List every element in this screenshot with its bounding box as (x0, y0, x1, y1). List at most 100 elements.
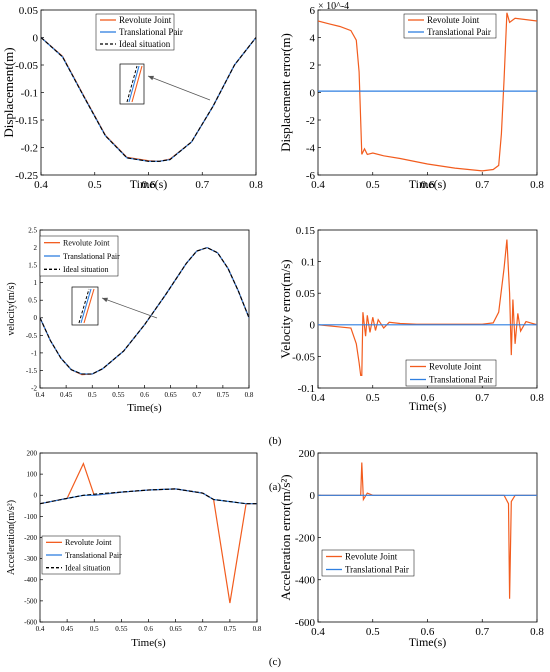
y-tick-label: -500 (24, 597, 37, 605)
legend-entry: Ideal situation (119, 39, 171, 49)
legend-entry: Revolute Joint (65, 538, 112, 547)
x-tick-label: 0.4 (34, 179, 48, 191)
y-tick-label: 0.05 (296, 288, 316, 300)
y-axis-label: Acceleration error(m/s²) (278, 474, 293, 600)
y-tick-label: 0 (310, 490, 316, 502)
inset-line-revolute (83, 288, 95, 324)
x-tick-label: 0.6 (421, 392, 435, 404)
x-axis-label: Time(s) (131, 637, 166, 649)
y-tick-label: 200 (299, 448, 316, 460)
x-tick-label: 0.5 (366, 179, 380, 191)
x-tick-label: 0.6 (142, 179, 156, 191)
series-line-ideal-situation (40, 488, 257, 505)
exponent-label: × 10^-4 (318, 1, 349, 12)
x-tick-label: 0.7 (198, 625, 207, 633)
x-tick-label: 0.8 (530, 626, 544, 638)
legend-entry: Translational Pair (429, 375, 493, 385)
x-tick-label: 0.4 (36, 625, 45, 633)
y-tick-label: -0.5 (26, 332, 38, 340)
y-tick-label: -6 (306, 170, 316, 182)
plot-frame (317, 452, 538, 623)
y-tick-label: 0.5 (28, 297, 37, 305)
y-tick-label: 2 (34, 244, 38, 252)
y-tick-label: -1.5 (26, 367, 38, 375)
y-tick-label: 0.1 (301, 256, 315, 268)
y-tick-label: -2 (31, 384, 37, 392)
x-tick-label: 0.55 (115, 625, 128, 633)
x-tick-label: 0.6 (144, 625, 153, 633)
series-line-revolute-joint (318, 462, 537, 599)
x-tick-label: 0.6 (140, 391, 149, 399)
x-tick-label: 0.5 (88, 391, 97, 399)
y-tick-label: -4 (306, 142, 316, 154)
x-tick-label: 0.8 (253, 625, 262, 633)
inset-arrow-head (148, 75, 154, 81)
legend-entry: Revolute Joint (63, 238, 110, 247)
series-line-revolute-joint (318, 12, 537, 172)
chart-displacement: 0.4 0.5 0.6 0.7 0.8 -0.25 -0.2 -0.15 -0.1 -0.05 0 0… (1, 5, 263, 191)
y-tick-label: 0 (310, 87, 316, 99)
x-tick-label: 0.8 (530, 179, 544, 191)
x-tick-label: 0.7 (475, 626, 489, 638)
series-line-ideal-situation (40, 247, 249, 375)
panel-label-b: (b) (269, 435, 282, 447)
chart-velocity: 0.4 0.45 0.5 0.55 0.6 0.65 0.7 0.75 0.8 -2 -1.5 -1 -… (6, 226, 254, 414)
x-tick-label: 0.5 (88, 179, 102, 191)
inset-box (119, 63, 145, 105)
x-tick-label: 0.7 (195, 179, 209, 191)
series-line-translational-pair (40, 488, 257, 505)
inset-line-revolute (131, 65, 143, 103)
y-tick-label: -200 (295, 532, 316, 544)
y-tick-label: 0 (33, 32, 39, 44)
chart-acceleration: 0.4 0.45 0.5 0.55 0.6 0.65 0.7 0.75 0.8 -600 -500 -… (6, 449, 262, 649)
y-tick-label: -0.05 (292, 351, 315, 363)
y-tick-label: -0.2 (21, 142, 38, 154)
y-tick-label: 0.05 (19, 5, 39, 17)
x-tick-label: 0.4 (36, 391, 45, 399)
y-tick-label: 4 (310, 32, 316, 44)
legend: Revolute Joint Translational Pair Ideal si… (41, 535, 122, 575)
x-tick-label: 0.45 (61, 625, 74, 633)
series-line-ideal-situation (41, 37, 256, 162)
legend-entry: Revolute Joint (119, 15, 172, 25)
y-tick-label: 100 (27, 471, 38, 479)
x-tick-label: 0.75 (224, 625, 237, 633)
y-tick-label: -0.1 (21, 87, 38, 99)
x-tick-label: 0.4 (311, 392, 325, 404)
legend: Revolute Joint Translational Pair (321, 549, 415, 577)
x-tick-label: 0.7 (475, 392, 489, 404)
y-tick-label: -0.1 (298, 383, 315, 395)
legend-entry: Translational Pair (65, 551, 122, 560)
y-axis-label: Velocity error(m/s) (278, 259, 293, 358)
y-tick-label: 0.15 (296, 225, 316, 237)
y-tick-label: 200 (27, 449, 38, 457)
legend-entry: Revolute Joint (429, 362, 482, 372)
y-tick-label: 1.5 (28, 262, 37, 270)
legend-entry: Translational Pair (345, 565, 409, 575)
inset-line-ideal (126, 65, 138, 103)
y-tick-label: -400 (24, 576, 37, 584)
y-tick-label: -600 (295, 617, 316, 629)
panel-label-c: (c) (269, 656, 282, 668)
series-line-revolute-joint (318, 239, 537, 376)
legend: Revolute Joint Translational Pair (405, 359, 497, 387)
y-tick-label: -0.25 (15, 170, 38, 182)
x-tick-label: 0.4 (311, 626, 325, 638)
x-axis-label: Time(s) (409, 635, 447, 649)
x-axis-label: Time(s) (409, 177, 447, 191)
x-tick-label: 0.5 (90, 625, 99, 633)
x-tick-label: 0.7 (192, 391, 201, 399)
x-tick-label: 0.7 (475, 179, 489, 191)
legend-entry: Translational Pair (427, 27, 491, 37)
x-tick-label: 0.8 (249, 179, 263, 191)
x-tick-label: 0.6 (421, 179, 435, 191)
y-tick-label: -2 (306, 115, 315, 127)
inset-arrow-head (102, 297, 108, 303)
x-tick-label: 0.65 (170, 625, 183, 633)
y-tick-label: -400 (295, 575, 316, 587)
legend-entry: Translational Pair (119, 27, 183, 37)
y-tick-label: -0.05 (15, 60, 38, 72)
legend-box (403, 13, 497, 39)
x-tick-label: 0.75 (217, 391, 230, 399)
